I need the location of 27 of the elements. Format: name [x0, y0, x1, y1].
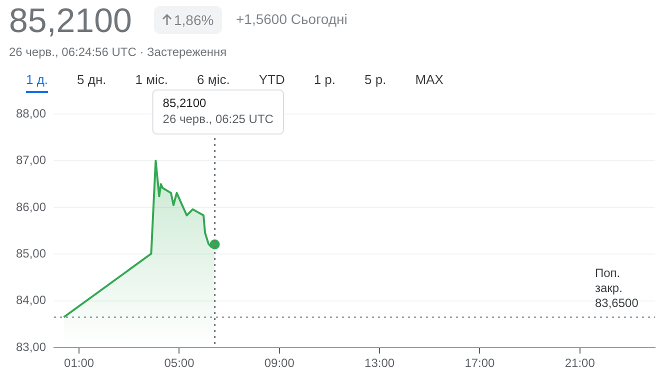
- text: 1 д.: [26, 72, 48, 93]
- text: 5 дн.: [77, 72, 106, 89]
- chart-title: 85,2100: [162, 96, 206, 110]
- text: 5 р.: [364, 72, 386, 89]
- x-tick-label: 13:00: [364, 356, 395, 370]
- chart-subtitle: 26 черв., 06:24:56 UTC · Застереження: [9, 45, 227, 59]
- text: MAX: [415, 72, 444, 89]
- text: 6 міс.: [197, 72, 230, 89]
- x-tick-label: 09:00: [264, 356, 295, 370]
- y-tick-label: 83,00: [16, 340, 46, 354]
- ref-line-label: Поп. закр. 83,6500: [595, 266, 639, 310]
- x-tick-label: 21:00: [564, 356, 596, 370]
- y-tick-label: 88,00: [16, 106, 46, 120]
- text: 1 р.: [314, 72, 336, 89]
- text: +1,5600 Сьогодні: [236, 11, 348, 27]
- y-tick-label: 84,00: [16, 293, 46, 308]
- x-tick-label: 17:00: [464, 356, 496, 370]
- text: YTD: [258, 72, 285, 89]
- chart-title: 85,2100: [9, 2, 132, 40]
- x-tick-label: 05:00: [164, 356, 195, 370]
- text: 1 міс.: [135, 72, 168, 89]
- y-tick-label: 85,00: [16, 246, 46, 260]
- text: 26 черв., 06:25 UTC: [162, 112, 274, 126]
- y-tick-label: 86,00: [16, 200, 46, 214]
- y-tick-label: 87,00: [16, 153, 46, 168]
- x-tick-label: 01:00: [64, 356, 94, 370]
- text: 1,86%: [174, 12, 214, 28]
